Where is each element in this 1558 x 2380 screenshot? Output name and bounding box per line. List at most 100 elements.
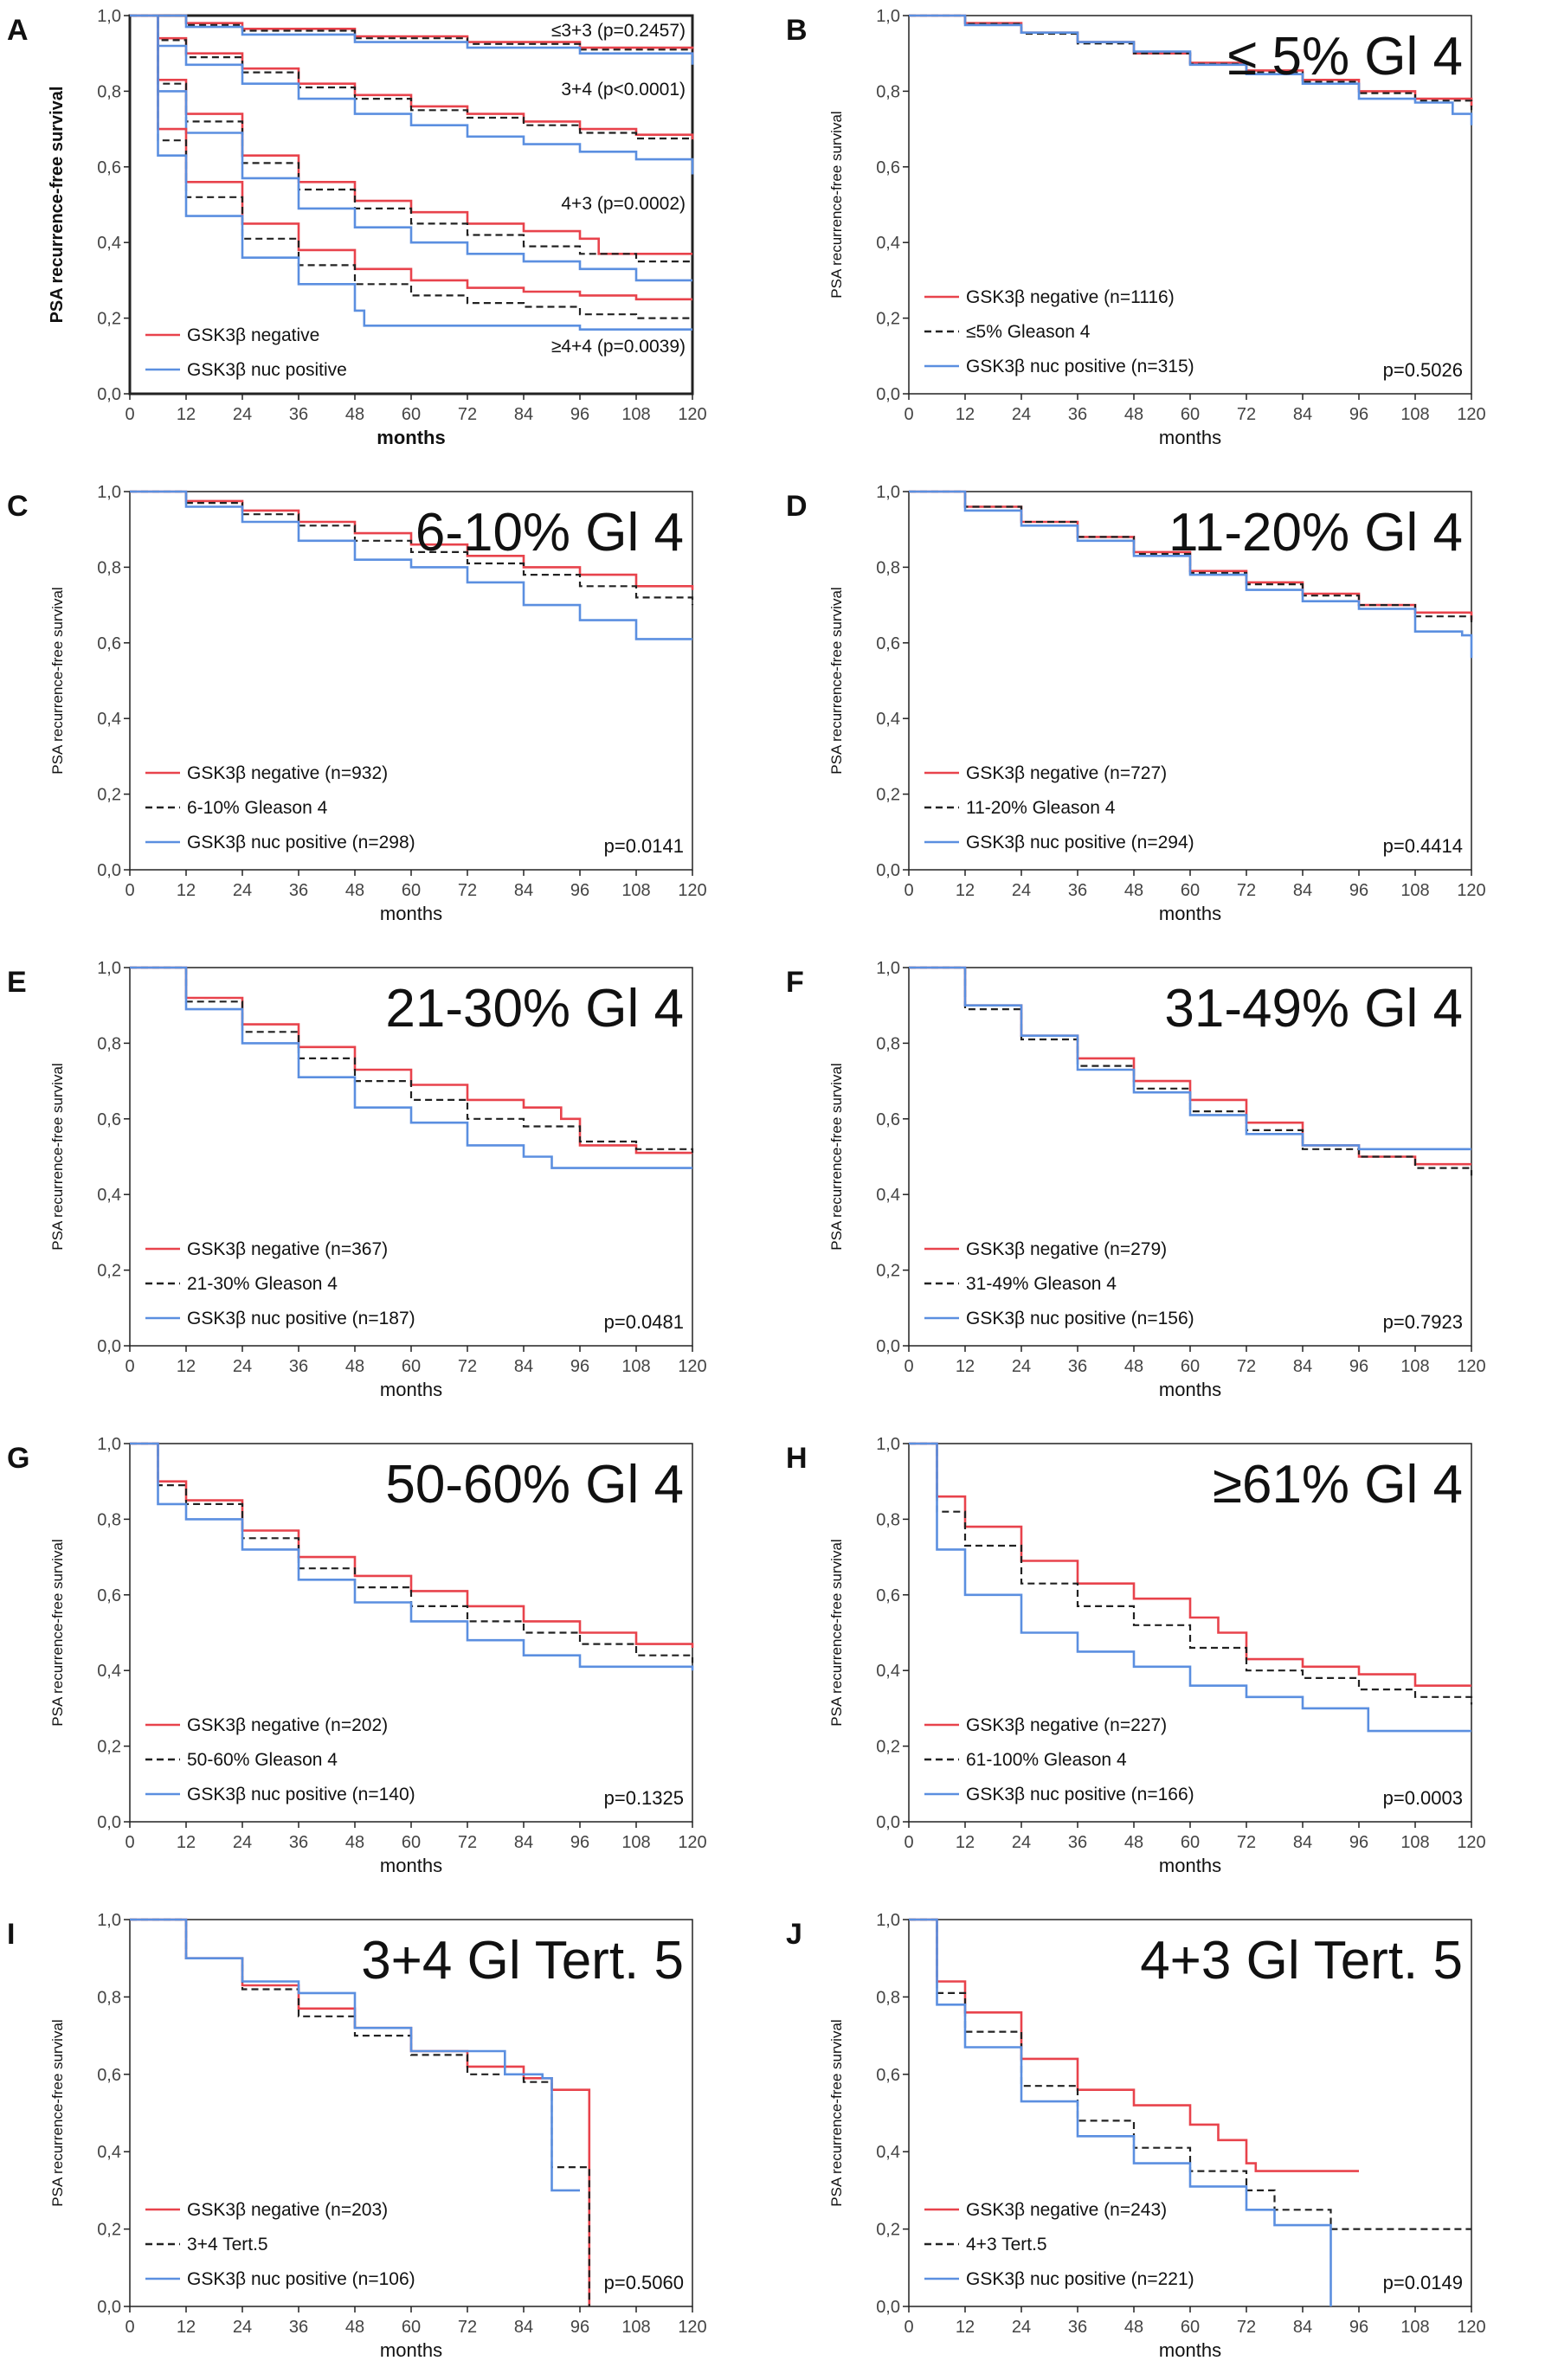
x-tick-label: 36 — [1068, 881, 1087, 900]
x-tick-label: 96 — [1349, 2318, 1368, 2337]
p-value: p=0.1325 — [604, 1787, 684, 1809]
y-tick-label: 1,0 — [876, 1911, 900, 1930]
y-axis-label: PSA recurrence-free survival — [828, 2019, 845, 2206]
series-line-positive — [130, 14, 694, 175]
x-tick-label: 120 — [1457, 2318, 1485, 2337]
x-tick-label: 24 — [1012, 881, 1031, 900]
km-chart-g: G 0,0 0,2 0,4 0,6 0,8 1,0 0 12 24 36 48 60 72 84 96 108 1… — [7, 1435, 707, 1876]
panel-letter: C — [7, 490, 29, 523]
panel-d: D 0,0 0,2 0,4 0,6 0,8 1,0 0 12 24 36 48 60 72 84 96 108 1… — [779, 476, 1558, 935]
y-tick-label: 0,6 — [876, 1110, 900, 1129]
y-tick-label: 0,0 — [97, 1813, 121, 1832]
p-value: p=0.0003 — [1383, 1787, 1463, 1809]
x-tick-label: 48 — [345, 1833, 364, 1852]
x-tick-label: 96 — [570, 2318, 589, 2337]
y-tick-label: 0,8 — [97, 558, 121, 577]
y-tick-label: 0,8 — [97, 1510, 121, 1529]
x-tick-label: 108 — [621, 405, 650, 424]
x-tick-label: 0 — [125, 1833, 134, 1852]
y-tick-label: 0,4 — [97, 234, 121, 253]
x-tick-label: 36 — [1068, 1833, 1087, 1852]
series-line-positive — [909, 966, 1471, 1151]
legend-label-negative: GSK3β negative (n=202) — [187, 1715, 388, 1735]
panel-title: 50-60% Gl 4 — [385, 1455, 684, 1515]
legend-label-positive: GSK3β nuc positive (n=140) — [187, 1785, 415, 1804]
x-tick-label: 108 — [1400, 1357, 1429, 1376]
x-tick-label: 0 — [125, 1357, 134, 1376]
x-tick-label: 108 — [621, 1833, 650, 1852]
panel-letter: D — [786, 490, 808, 523]
y-tick-label: 0,2 — [876, 786, 900, 805]
x-tick-label: 24 — [233, 1833, 252, 1852]
x-tick-label: 120 — [678, 2318, 706, 2337]
legend-label-negative: GSK3β negative (n=727) — [966, 763, 1167, 783]
x-tick-label: 24 — [233, 1357, 252, 1376]
legend-label-negative: GSK3β negative (n=227) — [966, 1715, 1167, 1735]
x-tick-label: 108 — [1400, 405, 1429, 424]
y-tick-label: 0,4 — [876, 234, 900, 253]
panel-g: G 0,0 0,2 0,4 0,6 0,8 1,0 0 12 24 36 48 60 72 84 96 108 1… — [0, 1428, 779, 1887]
x-tick-label: 96 — [1349, 1833, 1368, 1852]
y-tick-label: 0,6 — [97, 2066, 121, 2085]
panel-letter: I — [7, 1918, 15, 1951]
x-axis-label: months — [380, 1379, 442, 1400]
y-tick-label: 1,0 — [876, 483, 900, 502]
y-tick-label: 0,0 — [97, 1337, 121, 1356]
x-tick-label: 36 — [289, 881, 308, 900]
panel-title: 6-10% Gl 4 — [415, 503, 684, 563]
x-tick-label: 12 — [956, 1357, 975, 1376]
x-tick-label: 84 — [514, 1833, 533, 1852]
series-line-positive — [130, 14, 692, 331]
x-tick-label: 60 — [402, 405, 421, 424]
y-tick-label: 0,8 — [876, 82, 900, 101]
y-tick-label: 0,8 — [876, 1510, 900, 1529]
x-tick-label: 36 — [289, 1833, 308, 1852]
x-tick-label: 0 — [125, 405, 134, 424]
x-tick-label: 0 — [904, 881, 913, 900]
p-value: p=0.7923 — [1383, 1311, 1463, 1333]
x-tick-label: 0 — [904, 1357, 913, 1376]
y-axis-label: PSA recurrence-free survival — [828, 587, 845, 774]
x-tick-label: 48 — [345, 1357, 364, 1376]
y-tick-label: 0,4 — [876, 1186, 900, 1205]
y-tick-label: 0,6 — [876, 2066, 900, 2085]
y-tick-label: 0,6 — [876, 158, 900, 177]
y-tick-label: 0,6 — [97, 1586, 121, 1605]
y-axis-label: PSA recurrence-free survival — [48, 87, 67, 324]
y-tick-label: 0,8 — [876, 558, 900, 577]
x-tick-label: 120 — [678, 1357, 706, 1376]
y-tick-label: 0,0 — [97, 861, 121, 880]
y-tick-label: 1,0 — [876, 959, 900, 978]
y-tick-label: 0,2 — [876, 1262, 900, 1281]
series-line-positive — [130, 14, 692, 282]
x-tick-label: 12 — [177, 405, 196, 424]
panel-title: 4+3 Gl Tert. 5 — [1140, 1931, 1463, 1991]
x-tick-label: 60 — [1181, 881, 1200, 900]
x-tick-label: 108 — [1400, 2318, 1429, 2337]
y-tick-label: 1,0 — [97, 483, 121, 502]
panel-j: J 0,0 0,2 0,4 0,6 0,8 1,0 0 12 24 36 48 60 72 84 96 108 1… — [779, 1904, 1558, 2371]
x-tick-label: 36 — [1068, 405, 1087, 424]
x-tick-label: 48 — [1124, 1357, 1143, 1376]
legend-label-negative: GSK3β negative — [187, 325, 319, 345]
x-tick-label: 60 — [402, 881, 421, 900]
y-tick-label: 1,0 — [97, 959, 121, 978]
x-axis-label: months — [1159, 427, 1221, 448]
legend-label-negative: GSK3β negative (n=367) — [187, 1239, 388, 1259]
group-annotation: ≥4+4 (p=0.0039) — [551, 337, 686, 357]
x-tick-label: 120 — [678, 1833, 706, 1852]
panel-title: 31-49% Gl 4 — [1164, 979, 1463, 1039]
y-tick-label: 0,6 — [97, 634, 121, 653]
x-tick-label: 120 — [1457, 405, 1485, 424]
y-tick-label: 0,4 — [876, 2143, 900, 2162]
y-tick-label: 0,0 — [876, 1813, 900, 1832]
x-tick-label: 48 — [1124, 405, 1143, 424]
panel-h: H 0,0 0,2 0,4 0,6 0,8 1,0 0 12 24 36 48 60 72 84 96 108 1… — [779, 1428, 1558, 1887]
km-chart-e: E 0,0 0,2 0,4 0,6 0,8 1,0 0 12 24 36 48 60 72 84 96 108 1… — [7, 959, 707, 1400]
panel-letter: H — [786, 1442, 808, 1475]
x-tick-label: 0 — [904, 405, 913, 424]
legend-label-negative: GSK3β negative (n=279) — [966, 1239, 1167, 1259]
x-tick-label: 84 — [1293, 405, 1312, 424]
x-axis-label: months — [377, 427, 445, 448]
y-tick-label: 0,6 — [97, 158, 121, 177]
